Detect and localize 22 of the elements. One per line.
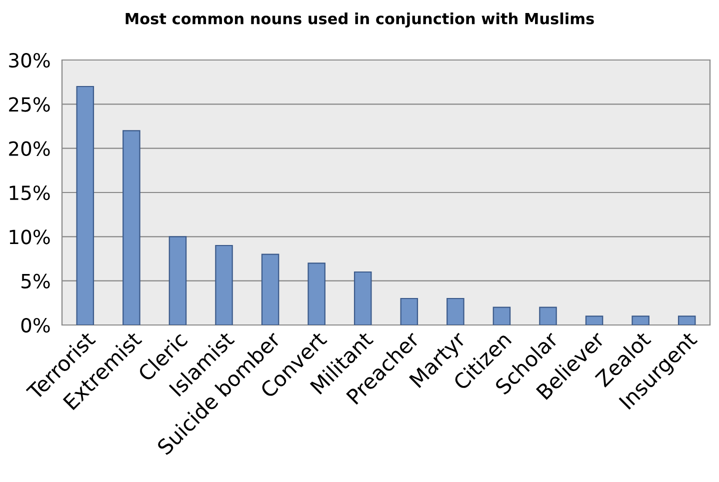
bar [215,244,233,325]
bar [122,130,140,325]
bar [539,306,557,325]
y-tick-label: 30% [9,52,50,68]
bar [446,298,464,325]
y-tick-label: 20% [9,141,50,156]
bar [400,298,418,325]
bar [585,316,604,325]
bar [261,254,280,325]
bar [678,316,696,325]
bar [168,236,187,325]
bar [354,271,372,325]
bar [492,306,511,325]
bar [632,316,650,325]
chart-title: Most common nouns used in conjunction with Muslims [126,12,594,28]
y-tick-label: 10% [10,230,50,244]
y-tick-label: 15% [10,185,50,200]
bar [76,86,94,325]
y-tick-label: 25% [9,97,50,112]
bar [308,262,326,325]
y-tick-label: 5% [22,274,50,288]
y-tick-label: 0% [21,318,50,333]
